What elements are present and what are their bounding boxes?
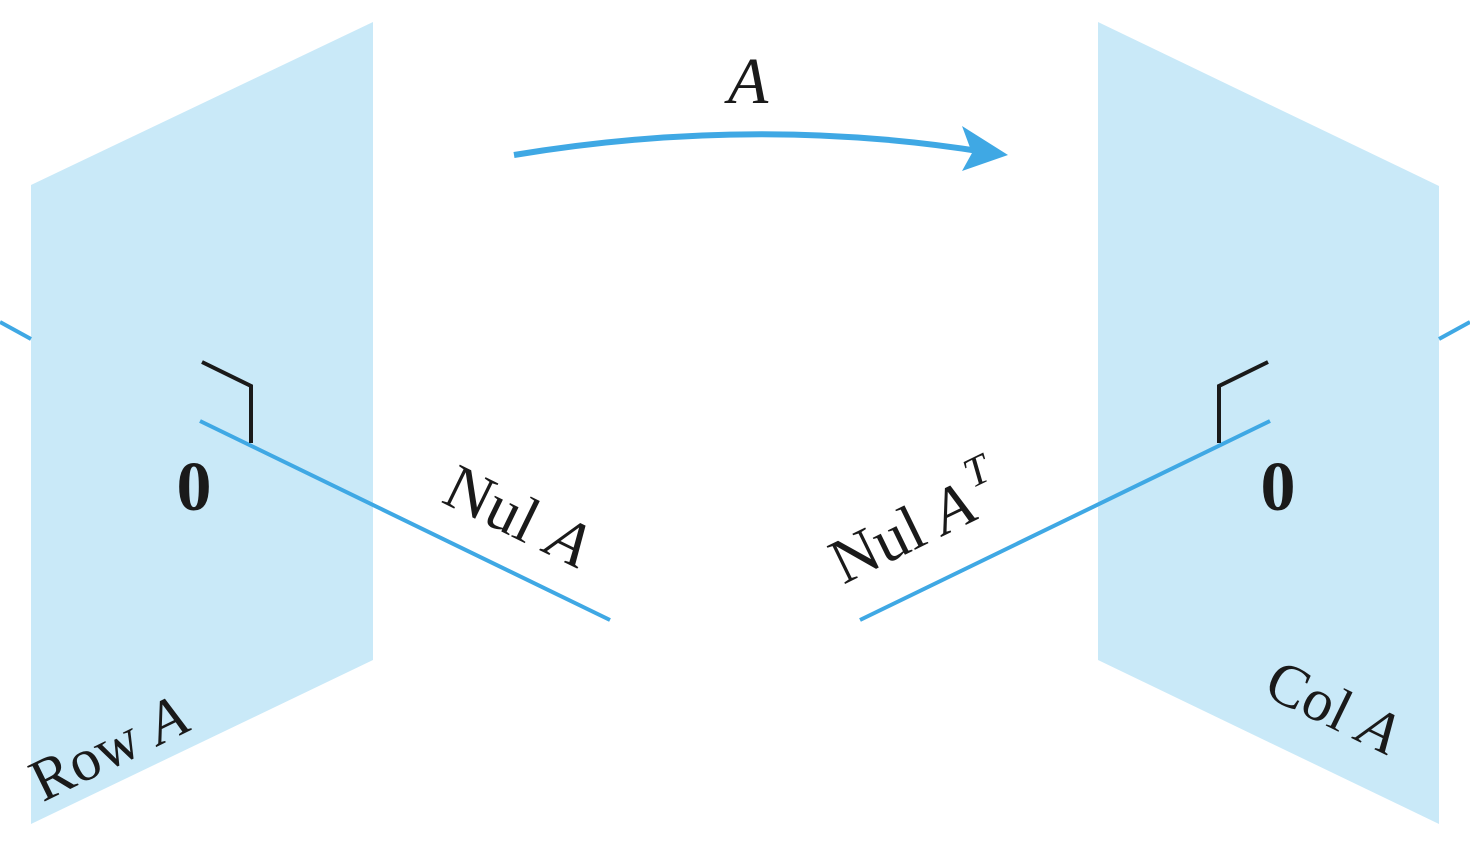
right-angle-marker-right — [1217, 360, 1269, 443]
null-space-line — [199, 419, 611, 622]
left-null-space-label: Nul A T — [818, 445, 1000, 598]
row-space-normal-stub — [0, 320, 32, 341]
map-arrowhead — [962, 126, 1008, 171]
zero-vector-left: 0 — [177, 449, 212, 526]
map-label: A — [724, 45, 769, 118]
left-null-space-line — [859, 419, 1271, 622]
null-space-label-word: Nul — [434, 450, 551, 556]
right-angle-marker-left — [201, 360, 253, 443]
map-arrow — [513, 131, 986, 158]
column-space-normal-stub — [1438, 320, 1470, 341]
null-space-label: Nul A — [434, 450, 604, 581]
null-space-label-letter: A — [532, 499, 603, 582]
left-null-space-label-word: Nul — [818, 491, 935, 597]
zero-vector-right: 0 — [1261, 449, 1296, 526]
